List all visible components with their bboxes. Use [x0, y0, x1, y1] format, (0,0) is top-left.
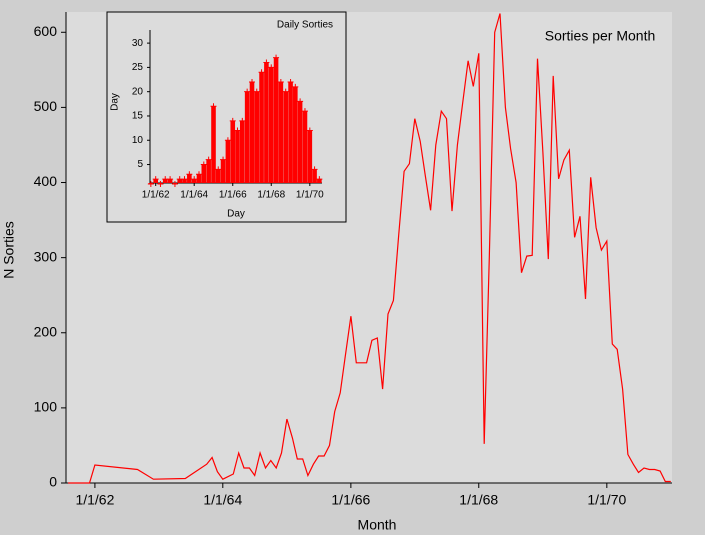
- y-tick-label: 15: [132, 111, 144, 122]
- bar-cap: [268, 64, 275, 71]
- bar: [283, 91, 289, 183]
- bar: [215, 169, 221, 183]
- bar: [201, 164, 207, 183]
- bar-cap: [234, 127, 241, 134]
- bar-cap: [205, 156, 212, 163]
- inset-y-axis-label: Day: [110, 93, 121, 111]
- data-line: [68, 13, 671, 484]
- bar-cap: [292, 83, 299, 90]
- bar-cap: [273, 54, 280, 61]
- y-tick-label: 200: [34, 323, 58, 339]
- bar: [211, 106, 216, 183]
- y-tick-label: 600: [34, 23, 58, 39]
- bar: [312, 169, 317, 183]
- bar: [268, 67, 274, 183]
- bar: [240, 120, 245, 183]
- bar: [196, 174, 202, 183]
- y-tick-label: 500: [34, 98, 58, 114]
- bar-cap: [220, 156, 227, 163]
- x-tick-label: 1/1/68: [257, 190, 285, 201]
- annotation: Sorties per Month: [545, 28, 656, 44]
- bar: [225, 140, 231, 183]
- bar: [288, 81, 293, 183]
- bar-cap: [244, 88, 251, 95]
- bar-cap: [287, 78, 294, 85]
- x-tick-label: 1/1/68: [459, 491, 498, 507]
- x-axis-label: Month: [358, 517, 397, 533]
- y-tick-label: 300: [34, 248, 58, 264]
- bar-cap: [297, 98, 304, 105]
- bar: [206, 159, 211, 183]
- bar-cap: [215, 166, 222, 173]
- bar-cap: [277, 78, 284, 85]
- bar: [259, 72, 264, 183]
- bar: [297, 101, 303, 183]
- x-tick-label: 1/1/70: [587, 491, 626, 507]
- bar: [293, 86, 298, 183]
- bar-cap: [200, 161, 207, 168]
- bar-cap: [311, 166, 318, 173]
- bar-cap: [157, 180, 164, 187]
- bar-cap: [306, 127, 313, 134]
- bar: [187, 174, 192, 183]
- bar-cap: [171, 180, 178, 187]
- bar-cap: [282, 88, 289, 95]
- bar-cap: [239, 117, 246, 124]
- y-tick-label: 0: [49, 474, 57, 490]
- bar-cap: [249, 78, 256, 85]
- bar: [220, 159, 226, 183]
- bar: [307, 130, 313, 183]
- bar: [230, 120, 236, 183]
- y-tick-label: 20: [132, 86, 144, 97]
- bar-cap: [147, 180, 154, 187]
- bar-cap: [167, 176, 174, 183]
- x-tick-label: 1/1/64: [180, 190, 208, 201]
- x-tick-label: 1/1/62: [142, 190, 170, 201]
- bar-cap: [181, 176, 188, 183]
- x-tick-label: 1/1/66: [331, 491, 370, 507]
- x-tick-label: 1/1/64: [203, 491, 242, 507]
- x-tick-label: 1/1/70: [296, 190, 324, 201]
- y-tick-label: 400: [34, 173, 58, 189]
- bar-cap: [316, 176, 323, 183]
- inset-x-axis-label: Day: [227, 209, 245, 220]
- bar: [278, 81, 284, 183]
- bar-cap: [258, 69, 265, 76]
- bar-cap: [224, 137, 231, 144]
- bar-cap: [263, 59, 270, 66]
- bar-cap: [152, 176, 159, 183]
- bar: [244, 91, 250, 183]
- bar-cap: [196, 171, 202, 178]
- y-tick-label: 25: [132, 62, 144, 73]
- bar-cap: [229, 117, 236, 124]
- y-tick-label: 5: [137, 159, 143, 170]
- bar-cap: [210, 103, 217, 110]
- bar-cap: [186, 171, 193, 178]
- x-tick-label: 1/1/66: [219, 190, 247, 201]
- bar-cap: [191, 176, 198, 183]
- bar: [235, 130, 240, 183]
- bar: [254, 91, 260, 183]
- x-tick-label: 1/1/62: [75, 491, 114, 507]
- bar-cap: [253, 88, 260, 95]
- bar-cap: [301, 108, 308, 115]
- bar: [264, 62, 269, 183]
- bar: [302, 111, 308, 183]
- inset-title: Daily Sorties: [277, 20, 333, 31]
- bar: [273, 57, 279, 183]
- bar: [249, 81, 255, 183]
- y-tick-label: 100: [34, 399, 58, 415]
- y-axis-label: N Sorties: [1, 221, 17, 279]
- y-tick-label: 10: [132, 135, 144, 146]
- y-tick-label: 30: [132, 38, 144, 49]
